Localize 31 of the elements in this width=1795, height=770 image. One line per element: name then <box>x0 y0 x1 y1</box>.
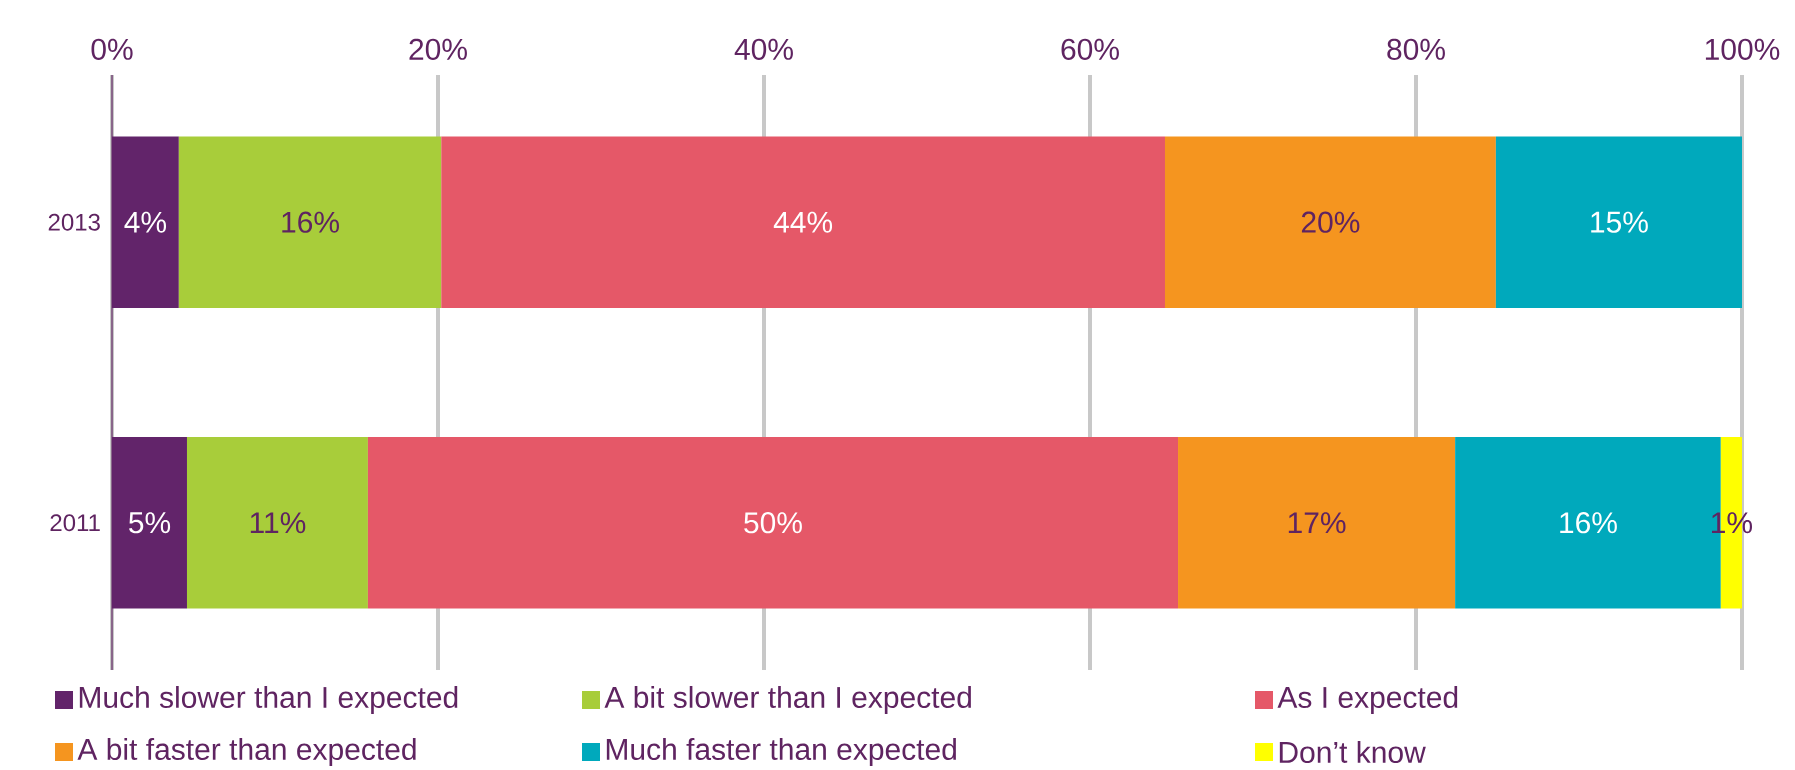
data-label: 5% <box>129 512 171 534</box>
data-label: 44% <box>773 211 833 233</box>
data-label: 17% <box>1288 512 1346 534</box>
x-tick-label: 60% <box>1061 38 1119 60</box>
legend-label: Much faster than expected <box>606 738 956 766</box>
legend-label: Much slower than I expected <box>79 686 458 714</box>
bar <box>441 136 1165 308</box>
bar <box>367 437 1179 609</box>
bar <box>178 136 442 308</box>
legend-label: A bit faster than expected <box>77 738 416 766</box>
y-tick-label: 2013 <box>48 213 100 231</box>
y-tick-label: 2011 <box>50 514 100 532</box>
x-tick-label: 100% <box>1705 38 1780 60</box>
legend-label: As I expected <box>1277 686 1458 714</box>
data-label: 4% <box>124 211 167 233</box>
data-label: 16% <box>282 211 339 233</box>
x-tick-label: 0% <box>91 38 133 60</box>
data-label: 15% <box>1591 211 1648 233</box>
data-label: 11% <box>250 512 306 534</box>
data-label: 16% <box>1560 512 1617 534</box>
bar <box>1164 136 1496 308</box>
x-tick-label: 40% <box>734 38 793 60</box>
legend-label: Don’t know <box>1279 740 1426 763</box>
legend-label: A bit slower than I expected <box>604 686 971 714</box>
bar <box>1178 437 1456 609</box>
x-tick-label: 80% <box>1387 38 1445 60</box>
x-tick-label: 20% <box>409 38 467 60</box>
data-label: 20% <box>1301 211 1360 233</box>
bar <box>186 437 368 609</box>
bar <box>1495 136 1743 308</box>
data-label: 50% <box>744 512 802 534</box>
